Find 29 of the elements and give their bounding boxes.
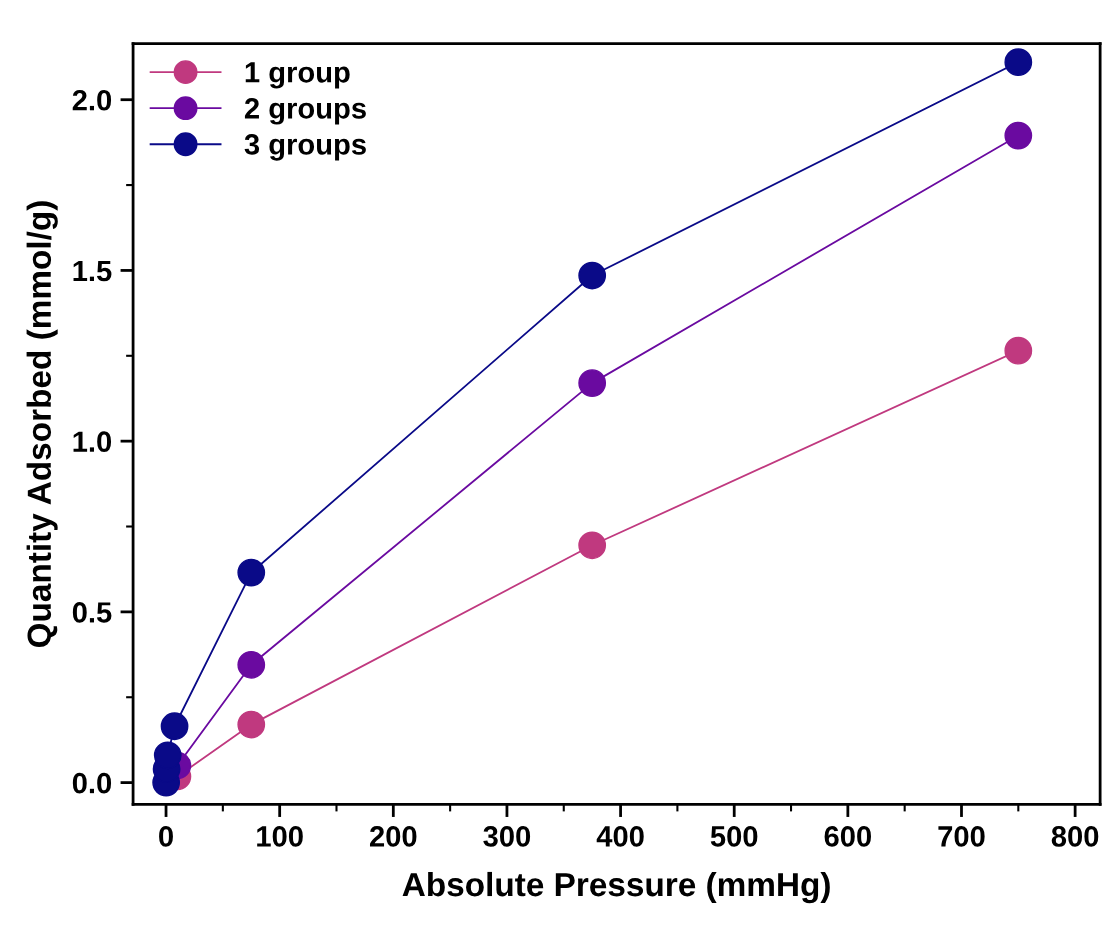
- point: [237, 558, 266, 587]
- x-tick-label: 400: [596, 826, 644, 847]
- legend-label: 1 group: [245, 62, 350, 89]
- x-tick-label: 500: [710, 826, 758, 847]
- point: [160, 712, 189, 741]
- legend-label: 3 groups: [244, 134, 366, 161]
- y-axis-title: Quantity Adsorbed (mmol/g): [26, 201, 58, 648]
- y-tick-label: 0.5: [72, 602, 112, 623]
- point: [1004, 48, 1033, 77]
- point: [1004, 121, 1033, 150]
- x-tick-label: 600: [824, 826, 871, 847]
- point: [578, 369, 607, 397]
- legend-label: 2 groups: [244, 98, 366, 125]
- x-tick-label: 100: [257, 826, 303, 847]
- point: [1004, 336, 1033, 365]
- y-tick-label: 0.0: [72, 772, 112, 794]
- x-tick-label: 800: [1051, 826, 1099, 847]
- y-tick-label: 1.5: [73, 260, 112, 282]
- y-tick-label: 2.0: [72, 89, 112, 111]
- point: [237, 710, 266, 739]
- x-axis-title: Absolute Pressure (mmHg): [402, 871, 830, 904]
- x-tick-label: 200: [369, 826, 417, 847]
- y-tick-label: 1.0: [73, 431, 112, 453]
- point: [237, 650, 266, 679]
- x-tick-label: 0: [159, 826, 173, 847]
- x-tick-label: 300: [483, 826, 531, 847]
- point: [578, 531, 607, 560]
- x-tick-label: 700: [938, 826, 985, 847]
- point: [578, 261, 607, 290]
